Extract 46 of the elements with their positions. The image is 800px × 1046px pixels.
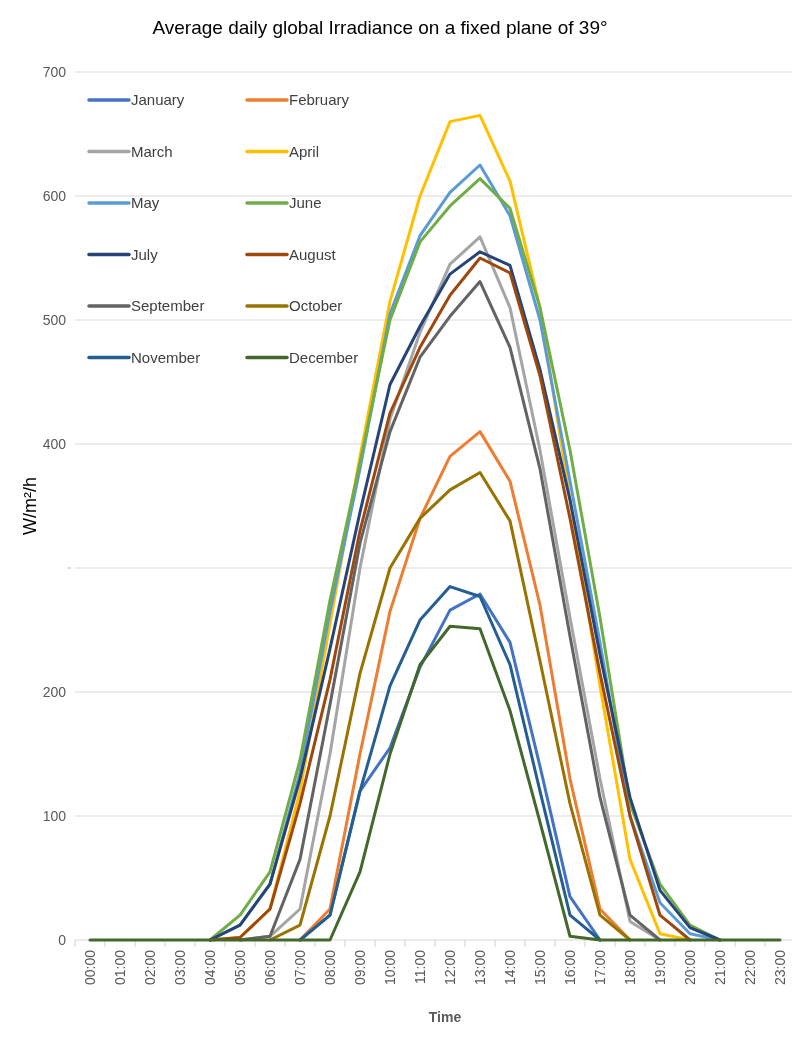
x-tick-label: 12:00 — [442, 949, 458, 986]
legend-label: October — [289, 297, 343, 315]
x-tick-label: 00:00 — [82, 949, 98, 986]
x-tick-label: 11:00 — [412, 949, 428, 984]
x-tick-label: 07:00 — [292, 949, 308, 986]
legend-label: July — [131, 245, 159, 263]
legend-label: March — [131, 142, 173, 160]
legend-label: November — [131, 348, 201, 366]
legend-label: August — [289, 245, 337, 263]
legend-label: May — [131, 194, 160, 212]
x-tick-label: 19:00 — [652, 949, 668, 986]
x-tick-label: 08:00 — [322, 949, 338, 986]
legend-label: December — [289, 348, 359, 366]
legend-label: June — [289, 194, 322, 212]
x-tick-label: 04:00 — [202, 949, 218, 986]
x-tick-label: 15:00 — [532, 949, 548, 986]
x-tick-label: 03:00 — [172, 949, 188, 986]
legend-label: April — [289, 142, 320, 160]
y-axis-title: W/m²/h — [20, 477, 40, 535]
x-tick-label: 23:00 — [772, 949, 788, 986]
x-tick-label: 17:00 — [592, 949, 608, 986]
y-tick-label: 700 — [42, 63, 67, 80]
x-tick-label: 18:00 — [622, 949, 638, 986]
y-tick-label: 400 — [42, 435, 67, 452]
y-tick-label: 0 — [58, 931, 67, 948]
x-axis-title: Time — [428, 1009, 462, 1025]
x-tick-label: 02:00 — [142, 949, 158, 986]
y-tick-label: 100 — [42, 807, 67, 824]
y-tick-label: 200 — [42, 683, 67, 700]
y-tick-label: 500 — [42, 311, 67, 328]
x-tick-label: 05:00 — [232, 949, 248, 986]
x-tick-label: 13:00 — [472, 949, 488, 986]
x-tick-label: 10:00 — [382, 949, 398, 986]
x-tick-label: 22:00 — [742, 949, 758, 986]
x-tick-label: 21:00 — [712, 949, 728, 986]
legend-label: January — [131, 91, 185, 109]
x-tick-label: 20:00 — [682, 949, 698, 986]
x-tick-label: 06:00 — [262, 949, 278, 986]
legend-label: February — [289, 91, 350, 109]
legend-label: September — [131, 297, 205, 315]
x-tick-label: 01:00 — [112, 949, 128, 986]
x-tick-label: 14:00 — [502, 949, 518, 986]
chart-title: Average daily global Irradiance on a fixed plane of 39° — [152, 17, 608, 38]
y-tick-label: 600 — [42, 187, 67, 204]
x-tick-label: 09:00 — [352, 949, 368, 986]
x-tick-label: 16:00 — [562, 949, 578, 986]
